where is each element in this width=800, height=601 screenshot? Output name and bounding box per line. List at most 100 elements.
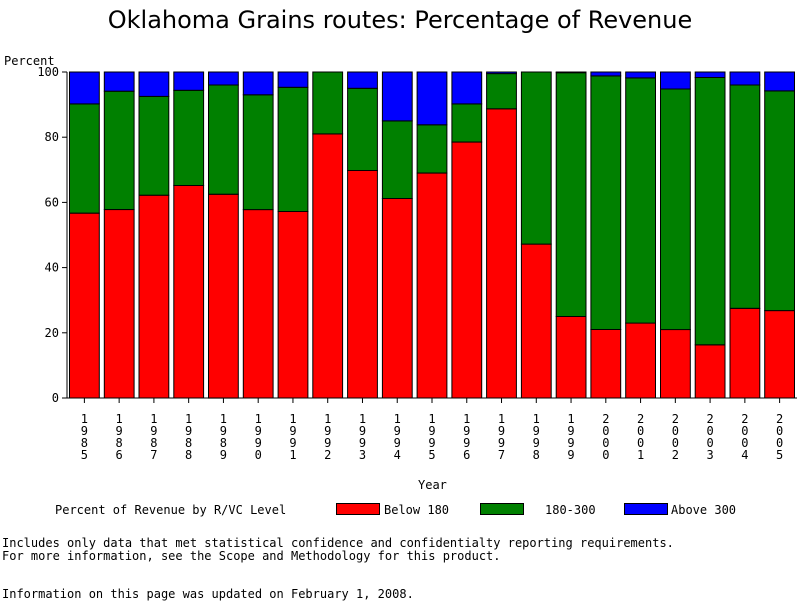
bar-segment-1995-below-180: [416, 172, 448, 399]
bar-segment-1985-above-300: [69, 71, 100, 105]
y-axis-label: Percent: [4, 54, 55, 68]
bar-segment-1988-above-300: [173, 71, 205, 91]
y-tick-label-20: 20: [45, 326, 59, 340]
bar-segment-2001-above-300: [625, 71, 657, 79]
bar-segment-1994-180-300: [381, 120, 413, 199]
y-tick-label-100: 100: [37, 65, 59, 79]
bar-segment-1997-above-300: [486, 71, 517, 75]
bar-segment-1987-below-180: [138, 194, 170, 399]
bar-segment-1990-above-300: [242, 71, 274, 96]
y-tick-label-0: 0: [52, 391, 59, 405]
bar-segment-1993-below-180: [347, 170, 378, 399]
bar-segment-2000-180-300: [590, 75, 622, 331]
y-tick-label-80: 80: [45, 130, 59, 144]
bar-segment-1996-180-300: [451, 103, 483, 143]
y-tick-label-40: 40: [45, 261, 59, 275]
bar-segment-1997-below-180: [486, 108, 517, 399]
bar-segment-1999-180-300: [555, 72, 587, 317]
bar-segment-1987-above-300: [138, 71, 170, 97]
bar-segment-2005-180-300: [764, 90, 796, 312]
legend-title: Percent of Revenue by R/VC Level: [55, 503, 287, 517]
bar-segment-1991-above-300: [277, 71, 309, 88]
bar-segment-1994-below-180: [381, 198, 413, 399]
bar-segment-2000-above-300: [590, 71, 622, 77]
bar-segment-1994-above-300: [381, 71, 413, 122]
bar-segment-2001-180-300: [625, 77, 657, 324]
bar-segment-1991-180-300: [277, 86, 309, 212]
bar-segment-1988-180-300: [173, 89, 205, 186]
bar-segment-1988-below-180: [173, 184, 205, 399]
y-tick-label-60: 60: [45, 195, 59, 209]
bar-segment-2004-180-300: [729, 84, 761, 309]
bar-segment-2000-below-180: [590, 329, 622, 399]
legend-label-180-300: 180-300: [545, 503, 596, 517]
bar-segment-1986-below-180: [103, 209, 135, 399]
bar-segment-1985-180-300: [69, 103, 100, 214]
bar-segment-1986-above-300: [103, 71, 135, 92]
bar-segment-1990-below-180: [242, 209, 274, 399]
bar-segment-1989-180-300: [208, 84, 239, 195]
legend-swatch-below-180: [336, 503, 380, 515]
bar-segment-1993-180-300: [347, 87, 378, 171]
bar-segment-2001-below-180: [625, 322, 657, 399]
bar-segment-2003-180-300: [694, 77, 726, 346]
bar-segment-1985-below-180: [69, 212, 100, 399]
bar-segment-1989-above-300: [208, 71, 239, 86]
bar-segment-1998-below-180: [520, 243, 552, 399]
footnote-confidence: Includes only data that met statistical …: [2, 536, 674, 550]
bar-segment-1996-above-300: [451, 71, 483, 105]
bar-segment-2003-above-300: [694, 71, 726, 78]
bar-segment-1992-below-180: [312, 133, 344, 399]
legend-swatch-above-300: [624, 503, 668, 515]
bar-segment-1995-above-300: [416, 71, 448, 126]
stacked-bar-chart: 0 20 40 60 80 100 1 9 8 5 1 9 8 6 1 9 8 7 1 9 8 8 1 9 8 9 1 9 9 0 1 9 9 1…: [37, 65, 797, 462]
bar-segment-1995-180-300: [416, 124, 448, 174]
bar-segment-2005-below-180: [764, 310, 796, 399]
bar-segment-1990-180-300: [242, 94, 274, 211]
bar-segment-2002-below-180: [660, 329, 691, 399]
bar-segment-2002-above-300: [660, 71, 691, 90]
legend-label-above-300: Above 300: [671, 503, 737, 517]
bar-segment-2003-below-180: [694, 344, 726, 399]
bar-segment-1991-below-180: [277, 211, 309, 399]
bar-segment-2004-below-180: [729, 307, 761, 399]
chart-title: Oklahoma Grains routes: Percentage of Re…: [107, 6, 693, 34]
bar-segment-1986-180-300: [103, 90, 135, 210]
bar-segment-1992-180-300: [312, 71, 344, 135]
bar-segment-1999-below-180: [555, 316, 587, 399]
bar-segment-1993-above-300: [347, 71, 378, 89]
bar-segment-1987-180-300: [138, 95, 170, 196]
bar-segment-2002-180-300: [660, 88, 691, 331]
bar-segment-2004-above-300: [729, 71, 761, 86]
bar-segment-1996-below-180: [451, 141, 483, 399]
bar-segment-1997-180-300: [486, 73, 517, 110]
footnote-methodology: For more information, see the Scope and …: [2, 549, 501, 563]
bar-segment-1998-180-300: [520, 71, 552, 245]
legend-swatch-180-300: [480, 503, 524, 515]
bar-segment-1989-below-180: [208, 193, 239, 399]
legend-label-below-180: Below 180: [384, 503, 450, 517]
x-axis-label: Year: [418, 478, 447, 492]
